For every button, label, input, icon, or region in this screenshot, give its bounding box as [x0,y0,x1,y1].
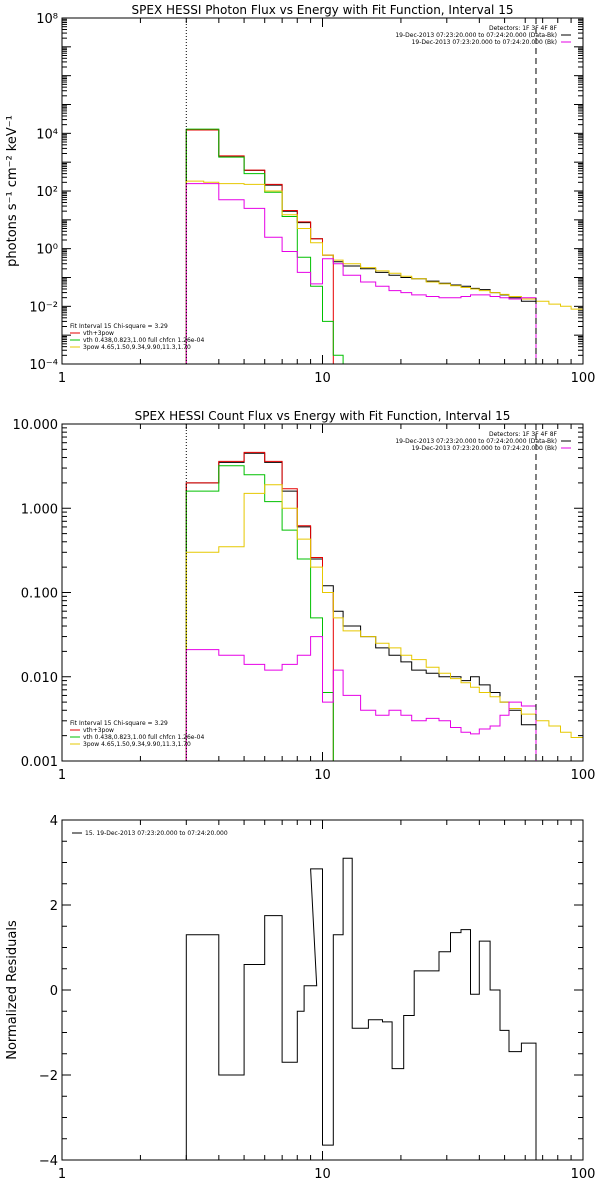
legend-entry: 19-Dec-2013 07:23:20.000 to 07:24:20.000… [412,39,557,46]
y-tick-label: 0.001 [21,755,58,770]
x-tick-label: 10 [314,1167,331,1182]
legend-header: Detectors: 1F 3F 4F 8F [489,25,558,32]
legend-header: Detectors: 1F 3F 4F 8F [489,431,558,438]
series-line-0 [185,129,537,364]
y-tick-label: 10² [36,185,58,200]
y-tick-label: 1.000 [21,502,58,517]
legend-entry: 19-Dec-2013 07:23:20.000 to 07:24:20.000… [395,32,557,39]
photon-flux-panel: SPEX HESSI Photon Flux vs Energy with Fi… [5,3,595,386]
y-tick-label: 10⁻⁴ [29,358,58,373]
series-line-1 [185,129,334,364]
y-axis-label: photons s⁻¹ cm⁻² keV⁻¹ [5,115,20,267]
y-tick-label: 10.000 [13,418,59,433]
plot-frame [61,819,584,1161]
y-tick-label: −4 [39,1154,58,1169]
x-tick-label: 10 [314,768,331,783]
series-line-4 [185,636,537,761]
series-group [185,451,583,761]
series-group [185,857,537,1160]
x-tick-label: 10 [314,371,331,386]
y-tick-label: 0.010 [21,671,58,686]
legend-header: Fit Interval 15 Chi-square = 3.29 [70,720,168,727]
x-tick-label: 100 [571,371,596,386]
legend-entry: 3pow 4.65,1.50,9.34,9.90,11.3,1.70 [83,741,191,748]
series-line-0 [185,857,537,1160]
count-flux-panel: SPEX HESSI Count Flux vs Energy with Fit… [13,409,596,783]
y-ticks [62,819,583,1161]
y-tick-label: 0.100 [21,587,58,602]
series-line-3 [185,484,583,761]
x-tick-label: 1 [58,768,66,783]
plot-title: SPEX HESSI Count Flux vs Energy with Fit… [135,409,511,423]
y-tick-label: 10⁴ [36,127,58,142]
y-tick-label: 0 [50,984,58,999]
y-tick-label: 10⁸ [36,12,58,27]
series-line-0 [185,452,537,761]
y-tick-label: 4 [50,814,58,829]
x-tick-label: 1 [58,1167,66,1182]
series-line-1 [185,451,334,761]
legend-top-left: 15. 19-Dec-2013 07:23:20.000 to 07:24:20… [72,830,228,837]
x-tick-label: 1 [58,371,66,386]
y-ticks [62,18,583,365]
series-line-2 [185,128,344,364]
residuals-panel: Normalized Residuals 1 10 100 −4 −2 0 2 4 15. 19-… [5,814,595,1182]
series-line-2 [185,465,344,761]
legend-entry: vth 0.438,0.823,1.00 full chfcn 1.26e-04 [83,337,204,344]
legend-entry: 19-Dec-2013 07:23:20.000 to 07:24:20.000… [395,438,557,445]
plot-frame [61,17,584,365]
series-group [185,128,583,364]
y-tick-label: 10⁻² [29,300,58,315]
legend-entry: vth+3pow [83,727,114,734]
x-tick-label: 100 [571,768,596,783]
y-axis-label: Normalized Residuals [5,920,20,1060]
legend-entry: vth+3pow [83,330,114,337]
y-tick-label: 2 [50,899,58,914]
plot-frame [61,423,584,762]
series-line-3 [185,180,583,364]
y-tick-label: −2 [39,1069,58,1084]
series-line-4 [185,183,537,364]
legend-bottom-left: Fit Interval 15 Chi-square = 3.29vth+3po… [70,323,204,351]
plot-title: SPEX HESSI Photon Flux vs Energy with Fi… [132,3,514,17]
legend-header: Fit Interval 15 Chi-square = 3.29 [70,323,168,330]
x-tick-label: 100 [571,1167,596,1182]
legend-entry: 19-Dec-2013 07:23:20.000 to 07:24:20.000… [412,445,557,452]
legend-bottom-left: Fit Interval 15 Chi-square = 3.29vth+3po… [70,720,204,748]
y-ticks [62,427,583,762]
legend-entry: vth 0.438,0.823,1.00 full chfcn 1.26e-04 [83,734,204,741]
legend-entry: 15. 19-Dec-2013 07:23:20.000 to 07:24:20… [85,830,228,837]
y-tick-label: 10⁰ [36,243,58,258]
legend-entry: 3pow 4.65,1.50,9.34,9.90,11.3,1.70 [83,344,191,351]
